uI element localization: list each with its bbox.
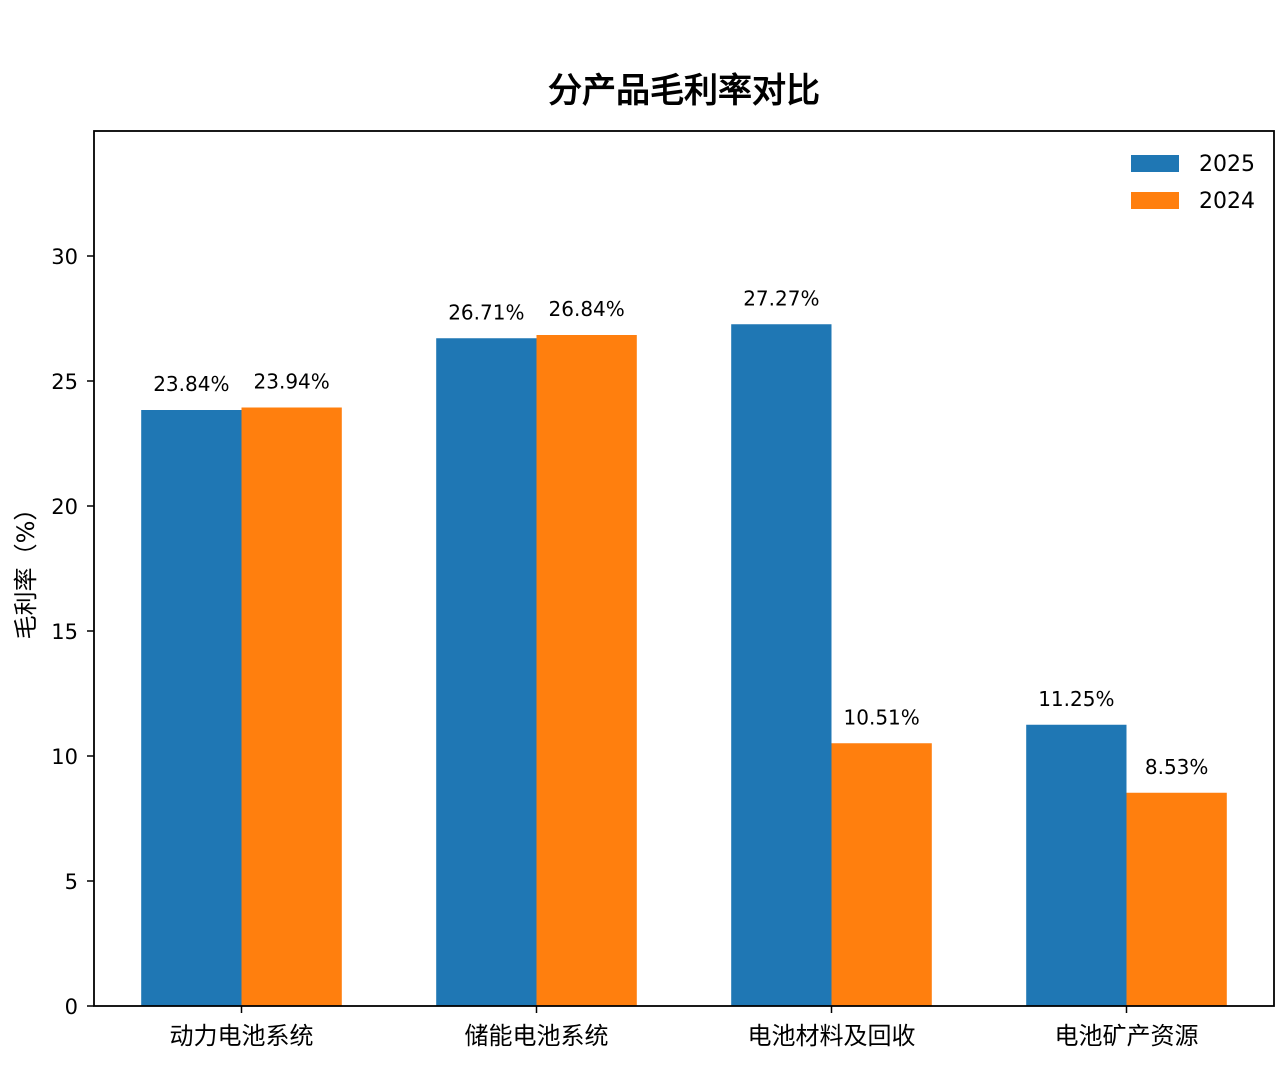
plot-area: 23.84% 23.94% 动力电池系统 26.71% 26.84% 储能电池系统 27.2…	[51, 130, 1275, 1050]
x-tick-label-3: 电池矿产资源	[1055, 1022, 1199, 1050]
y-tick-label-2: 10	[51, 745, 78, 769]
bar-2024-0	[241, 407, 342, 1006]
chart-title: 分产品毛利率对比	[548, 71, 820, 111]
legend: 2025 2024	[1131, 152, 1255, 214]
y-tick-label-1: 5	[65, 870, 78, 894]
bar-2024-2	[831, 743, 932, 1006]
data-label-2025-2: 27.27%	[743, 286, 819, 310]
data-label-2024-2: 10.51%	[844, 705, 920, 729]
y-tick-label-3: 15	[51, 620, 78, 644]
legend-label-2025: 2025	[1199, 152, 1255, 177]
legend-swatch-2025	[1131, 155, 1179, 172]
bar-2025-2	[731, 324, 832, 1006]
y-tick-label-4: 20	[51, 495, 78, 519]
bar-2024-1	[536, 335, 637, 1006]
plot-frame	[93, 130, 1275, 1007]
bar-2025-3	[1026, 724, 1127, 1006]
x-tick-label-2: 电池材料及回收	[748, 1022, 916, 1050]
x-tick-label-0: 动力电池系统	[170, 1022, 314, 1050]
y-tick-label-6: 30	[51, 245, 78, 269]
data-label-2025-3: 11.25%	[1038, 687, 1114, 711]
y-axis-label: 毛利率（%）	[12, 497, 40, 640]
bar-2025-1	[436, 338, 537, 1006]
data-label-2024-1: 26.84%	[549, 297, 625, 321]
y-tick-label-0: 0	[65, 995, 78, 1019]
y-tick-label-5: 25	[51, 370, 78, 394]
data-label-2024-0: 23.94%	[254, 370, 330, 394]
data-label-2025-1: 26.71%	[448, 300, 524, 324]
bar-2025-0	[141, 410, 242, 1006]
bar-2024-3	[1126, 792, 1227, 1006]
x-tick-label-1: 储能电池系统	[465, 1022, 609, 1050]
data-label-2024-3: 8.53%	[1145, 755, 1209, 779]
legend-label-2024: 2024	[1199, 189, 1255, 214]
data-label-2025-0: 23.84%	[153, 372, 229, 396]
legend-swatch-2024	[1131, 192, 1179, 209]
